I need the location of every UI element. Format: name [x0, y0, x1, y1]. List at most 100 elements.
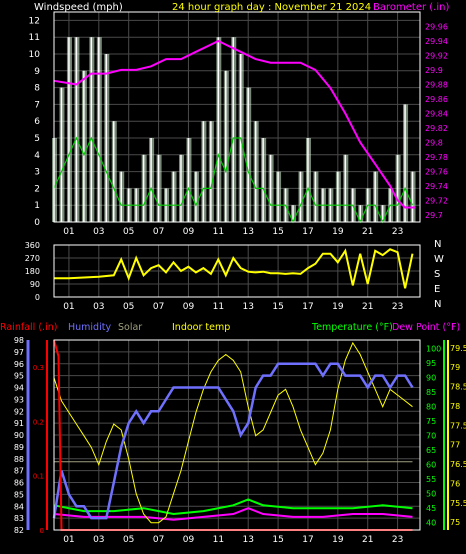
compass-label: N — [434, 299, 441, 310]
temp-x-tick-label: 17 — [302, 535, 313, 545]
dewpoint-tick-label: 75.5 — [450, 499, 466, 508]
humidity-tick-label: 94 — [14, 384, 24, 393]
wind-x-tick-label: 19 — [332, 227, 344, 237]
humidity-tick-label: 85 — [14, 490, 24, 499]
compass-label: S — [434, 269, 440, 280]
wind-y-tick-label: 4 — [34, 151, 40, 161]
humidity-tick-label: 84 — [14, 502, 24, 511]
humidity-tick-label: 92 — [14, 407, 24, 416]
direction-x-tick-label: 09 — [183, 302, 195, 312]
temp-x-tick-label: 03 — [93, 535, 104, 545]
barometer-tick-label: 29.76 — [425, 167, 448, 176]
humidity-tick-label: 98 — [14, 336, 24, 345]
wind-frame — [53, 11, 421, 223]
wind-y-tick-label: 7 — [34, 100, 40, 110]
direction-series — [54, 248, 414, 289]
wind-x-tick-label: 21 — [362, 227, 373, 237]
wind-x-tick-label: 15 — [272, 227, 283, 237]
wind-x-tick-label: 07 — [153, 227, 164, 237]
humidity-tick-label: 87 — [14, 467, 24, 476]
barometer-tick-label: 29.96 — [425, 22, 448, 31]
temperature-tick-label: 55 — [426, 475, 436, 484]
direction-x-tick-label: 23 — [392, 302, 403, 312]
compass-label: E — [434, 284, 440, 295]
legend-temperature: Temperature (°F) — [311, 322, 393, 333]
wind-avg-series — [53, 136, 414, 224]
barometer-series — [53, 39, 416, 209]
humidity-tick-label: 82 — [14, 526, 24, 535]
humidity-tick-label: 90 — [14, 431, 24, 440]
temperature-tick-label: 50 — [426, 490, 436, 499]
wind-x-tick-label: 23 — [392, 227, 403, 237]
temperature-tick-label: 90 — [426, 374, 436, 383]
dewpoint-tick-label: 76 — [450, 479, 460, 488]
wind-y-tick-label: 8 — [34, 84, 40, 94]
wind-x-tick-label: 17 — [302, 227, 313, 237]
wind-y-tick-label: 1 — [34, 201, 40, 211]
wind-x-tick-label: 01 — [63, 227, 74, 237]
barometer-tick-label: 29.92 — [425, 51, 448, 60]
rain-tick-label: 0.1 — [33, 473, 44, 481]
barometer-tick-label: 29.8 — [425, 138, 443, 147]
wind-y-tick-label: 2 — [34, 184, 40, 194]
temp-x-tick-label: 07 — [153, 535, 164, 545]
humidity-tick-label: 86 — [14, 479, 24, 488]
temperature-tick-label: 40 — [426, 519, 436, 528]
direction-x-tick-label: 21 — [362, 302, 373, 312]
temperature-tick-label: 75 — [426, 417, 436, 426]
barometer-tick-label: 29.72 — [425, 196, 448, 205]
temp-x-tick-label: 09 — [183, 535, 195, 545]
dewpoint-tick-label: 78.5 — [450, 383, 466, 392]
direction-x-tick-label: 17 — [302, 302, 313, 312]
humidity-tick-label: 93 — [14, 395, 24, 404]
wind-x-tick-label: 11 — [213, 227, 224, 237]
direction-y-tick-label: 0 — [35, 293, 40, 302]
direction-x-tick-label: 01 — [63, 302, 74, 312]
temp-x-tick-label: 11 — [213, 535, 224, 545]
dewpoint-tick-label: 79.5 — [450, 344, 466, 353]
temperature-tick-label: 80 — [426, 403, 436, 412]
direction-x-tick-label: 15 — [272, 302, 283, 312]
wind-x-tick-label: 05 — [123, 227, 134, 237]
dewpoint-tick-label: 76.5 — [450, 460, 466, 469]
humidity-tick-label: 96 — [14, 360, 24, 369]
barometer-tick-label: 29.74 — [425, 182, 448, 191]
wind-y-tick-label: 3 — [34, 168, 40, 178]
direction-y-tick-label: 180 — [25, 267, 40, 276]
temperature-tick-label: 70 — [426, 432, 436, 441]
humidity-tick-label: 88 — [14, 455, 24, 464]
direction-y-tick-label: 360 — [25, 241, 40, 250]
dewpoint-tick-label: 77 — [450, 441, 460, 450]
temp-x-tick-label: 23 — [392, 535, 403, 545]
dewpoint-tick-label: 75 — [450, 518, 460, 527]
barometer-tick-label: 29.84 — [425, 109, 448, 118]
barometer-tick-label: 29.9 — [425, 66, 443, 75]
humidity-tick-label: 89 — [14, 443, 24, 452]
temp-frame — [53, 339, 421, 531]
temperature-tick-label: 100 — [426, 345, 441, 354]
rain-tick-label: 0 — [40, 527, 44, 535]
temperature-tick-label: 65 — [426, 446, 436, 455]
wind-y-tick-label: 0 — [34, 218, 40, 228]
temp-x-tick-label: 21 — [362, 535, 373, 545]
direction-x-tick-label: 13 — [242, 302, 253, 312]
barometer-tick-label: 29.86 — [425, 95, 448, 104]
barometer-tick-label: 29.94 — [425, 37, 448, 46]
wind-x-tick-label: 03 — [93, 227, 104, 237]
humidity-tick-label: 97 — [14, 348, 24, 357]
dewpoint-series — [53, 507, 413, 521]
legend-rain: Rainfall (.in) — [0, 322, 57, 333]
wind-y-tick-label: 11 — [29, 33, 40, 43]
legend-solar: Solar — [118, 322, 142, 333]
wind-y-tick-label: 6 — [34, 117, 40, 127]
humidity-tick-label: 95 — [14, 372, 24, 381]
direction-x-tick-label: 07 — [153, 302, 164, 312]
barometer-tick-label: 29.78 — [425, 153, 448, 162]
wind-y-tick-label: 9 — [34, 67, 40, 77]
wind-y-tick-label: 10 — [29, 50, 41, 60]
compass-label: N — [434, 239, 441, 250]
direction-frame — [53, 244, 421, 298]
wind-axis-title: Windspeed (mph) — [34, 2, 123, 13]
chart-title: 24 hour graph day : November 21 2024 — [172, 2, 371, 13]
dewpoint-tick-label: 79 — [450, 363, 460, 372]
